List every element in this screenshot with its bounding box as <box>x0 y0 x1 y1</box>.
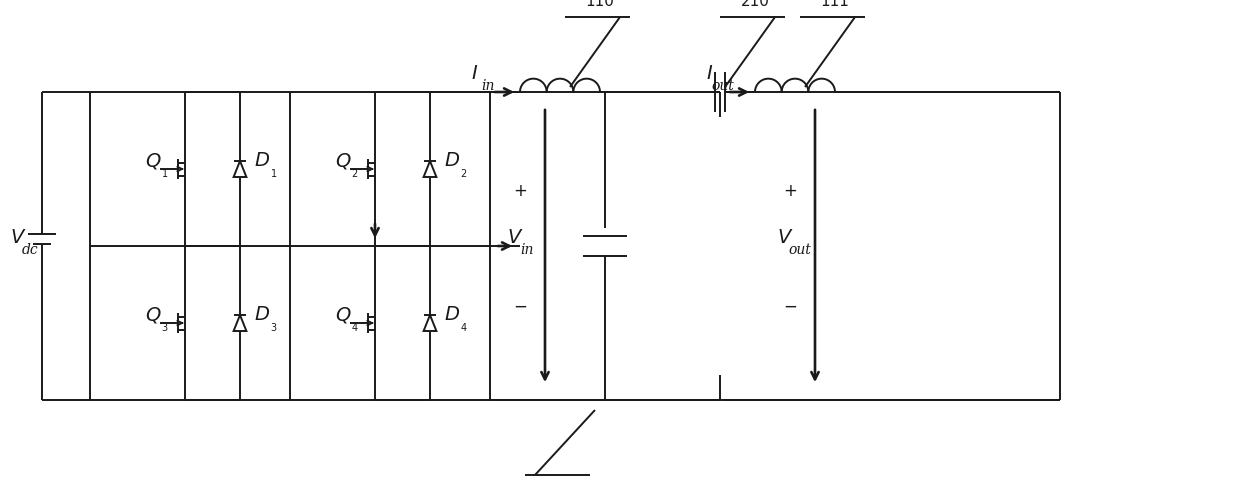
Text: $-$: $-$ <box>782 297 797 315</box>
Text: $_1$: $_1$ <box>270 166 278 180</box>
Text: $I$: $I$ <box>471 65 479 83</box>
Text: $Q$: $Q$ <box>145 151 161 171</box>
Text: dc: dc <box>21 243 38 257</box>
Text: $V$: $V$ <box>10 229 26 247</box>
Text: $V$: $V$ <box>507 229 523 247</box>
Text: $D$: $D$ <box>444 306 460 324</box>
Text: $V$: $V$ <box>776 229 794 247</box>
Text: 210: 210 <box>740 0 770 10</box>
Text: $D$: $D$ <box>254 306 270 324</box>
Text: $I$: $I$ <box>707 65 713 83</box>
Text: out: out <box>712 79 734 93</box>
Text: $Q$: $Q$ <box>335 151 351 171</box>
Text: $_3$: $_3$ <box>161 320 169 334</box>
Text: out: out <box>789 243 811 257</box>
Text: $_4$: $_4$ <box>351 320 358 334</box>
Text: +: + <box>784 182 797 200</box>
Text: in: in <box>521 243 533 257</box>
Text: 111: 111 <box>821 0 849 10</box>
Text: +: + <box>513 182 527 200</box>
Text: $_2$: $_2$ <box>460 166 467 180</box>
Text: in: in <box>481 79 495 93</box>
Text: $Q$: $Q$ <box>145 305 161 325</box>
Text: $Q$: $Q$ <box>335 305 351 325</box>
Text: $_3$: $_3$ <box>270 320 278 334</box>
Text: 110: 110 <box>585 0 615 10</box>
Text: $_2$: $_2$ <box>351 166 358 180</box>
Text: $D$: $D$ <box>254 152 270 170</box>
Text: $-$: $-$ <box>513 297 527 315</box>
Text: $_4$: $_4$ <box>460 320 467 334</box>
Text: $_1$: $_1$ <box>161 166 169 180</box>
Text: $D$: $D$ <box>444 152 460 170</box>
